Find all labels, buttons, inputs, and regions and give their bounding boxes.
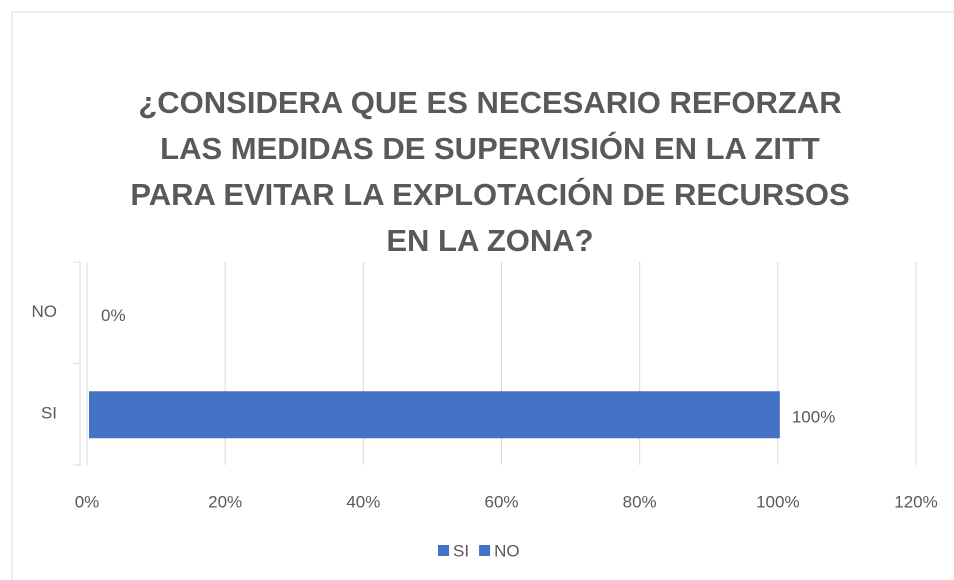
legend-swatch [479,545,491,556]
chart-border [11,11,954,580]
x-tick-label: 20% [208,492,242,511]
x-tick-label: 80% [623,492,657,511]
legend-label: NO [494,541,520,560]
bar [89,391,780,439]
chart-title: ¿CONSIDERA QUE ES NECESARIO REFORZAR LAS… [130,85,850,258]
x-tick-label: 60% [484,492,518,511]
legend-label: SI [453,541,469,560]
x-tick-label: 120% [894,492,937,511]
value-label: 100% [792,408,835,427]
x-tick-label: 0% [75,492,100,511]
x-tick-label: 100% [756,492,799,511]
y-tick-label: SI [41,404,57,423]
legend-swatch [438,545,449,556]
y-tick-label: NO [32,302,58,321]
x-tick-label: 40% [346,492,380,511]
value-label: 0% [101,306,126,325]
